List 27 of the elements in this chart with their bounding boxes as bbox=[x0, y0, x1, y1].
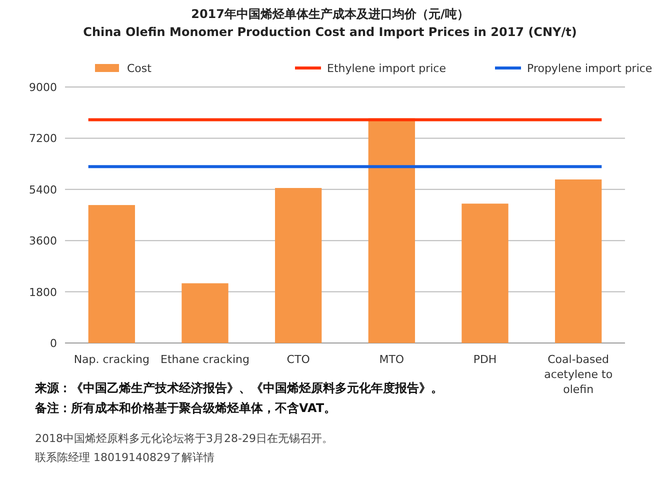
x-tick-label: CTO bbox=[286, 353, 310, 366]
text: 2018中国烯烃原料多元化论坛将于3月28-29日在无锡召开。 bbox=[35, 432, 333, 445]
bar bbox=[88, 205, 135, 343]
legend-label: Ethylene import price bbox=[327, 62, 446, 75]
bar bbox=[368, 118, 415, 343]
chart-subtitle: China Olefin Monomer Production Cost and Import Prices in 2017 (CNY/t) bbox=[83, 25, 577, 39]
text: 联系陈经理 18019140829了解详情 bbox=[35, 451, 214, 464]
x-tick-label: PDH bbox=[473, 353, 497, 366]
chart-title: 2017年中国烯烃单体生产成本及进口均价（元/吨） bbox=[191, 7, 469, 21]
y-tick-label: 9000 bbox=[29, 81, 57, 94]
bar bbox=[275, 188, 322, 343]
x-tick-label: Coal-based acetylene to olefin bbox=[544, 353, 613, 396]
x-tick-label: Nap. cracking bbox=[74, 353, 150, 366]
y-tick-label: 0 bbox=[50, 337, 57, 350]
bar bbox=[555, 179, 602, 343]
text: 备注：所有成本和价格基于聚合级烯烃单体，不含VAT。 bbox=[34, 401, 336, 415]
source-note: 来源：《中国乙烯生产技术经济报告》、《中国烯烃原料多元化年度报告》。 bbox=[34, 381, 443, 395]
y-tick-label: 1800 bbox=[29, 286, 57, 299]
legend-label: Cost bbox=[127, 62, 152, 75]
y-tick-label: 3600 bbox=[29, 234, 57, 248]
legend-label: Propylene import price bbox=[527, 62, 652, 75]
bar bbox=[182, 283, 228, 343]
x-tick-label: Ethane cracking bbox=[160, 353, 250, 366]
y-tick-label: 7200 bbox=[29, 132, 57, 146]
bar bbox=[462, 204, 508, 343]
y-tick-label: 5400 bbox=[29, 183, 57, 196]
x-tick-label: MTO bbox=[379, 353, 404, 366]
